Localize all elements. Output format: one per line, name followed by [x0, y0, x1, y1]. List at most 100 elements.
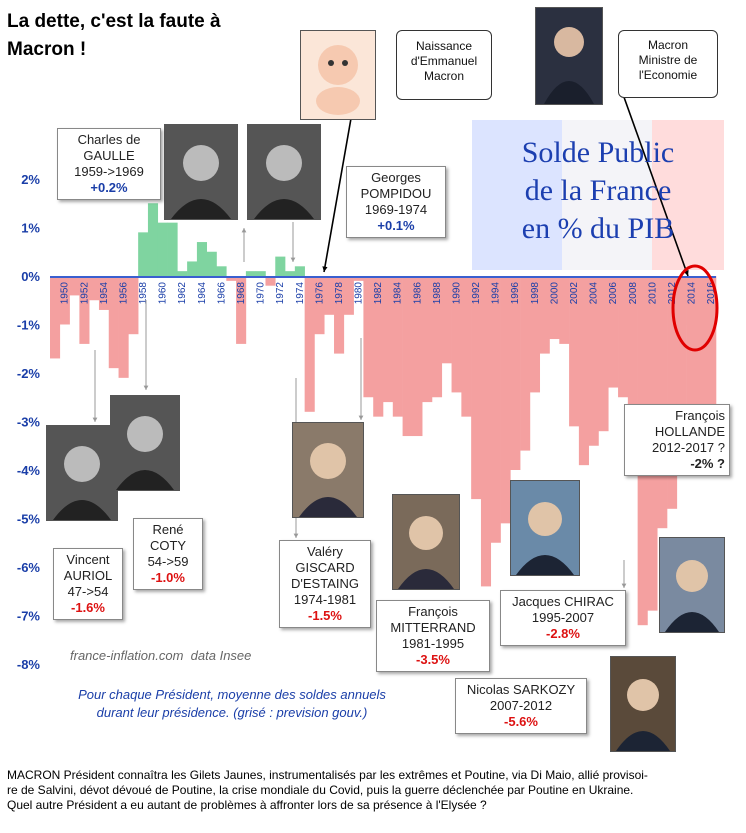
person-icon: [53, 446, 111, 520]
mitterrand-photo: [392, 494, 460, 590]
coty-photo: [110, 395, 180, 491]
source-label: france-inflation.com data Insee: [70, 648, 252, 663]
bar: [520, 276, 531, 451]
x-tick-label: 1994: [491, 282, 502, 305]
highlight-circle: [671, 264, 719, 352]
caption-line3: Quel autre Président a eu autant de prob…: [7, 798, 487, 812]
caption-line2: re de Salvini, dévot dévoué de Poutine, …: [7, 783, 634, 797]
bar: [59, 276, 70, 325]
bars-layer: [50, 203, 717, 626]
mitterrand-l2: MITTERRAND: [390, 620, 476, 635]
bar: [187, 261, 198, 276]
x-tick-label: 1970: [256, 282, 267, 305]
hollande-l1: François: [675, 408, 725, 423]
bar: [304, 276, 315, 412]
degaulle-l3: 1959->1969: [74, 164, 144, 179]
headline-line1: La dette, c'est la faute à: [7, 11, 221, 32]
bar: [461, 276, 472, 417]
pompidou-l3: 1969-1974: [364, 202, 428, 217]
callout-pointer-head: [358, 415, 364, 420]
callout-pointer-head: [290, 257, 296, 262]
caption-line1: MACRON Président connaîtra les Gilets Ja…: [7, 768, 648, 782]
person-icon: [254, 145, 314, 219]
pointer-arrow: [619, 85, 689, 277]
chart-note-line1: Pour chaque Président, moyenne des solde…: [78, 687, 386, 702]
bar: [275, 256, 286, 276]
x-tick-label: 1954: [99, 282, 110, 305]
giscard-l1: Valéry: [307, 544, 343, 559]
x-tick-label: 1984: [393, 282, 404, 305]
x-tick-label: 2002: [569, 282, 580, 305]
pompidou-l2: POMPIDOU: [360, 186, 432, 201]
x-tick-label: 2012: [667, 282, 678, 305]
bar: [138, 232, 149, 276]
callout-degaulle: Charles de GAULLE 1959->1969 +0.2%: [57, 128, 161, 200]
x-tick-label: 1952: [79, 282, 90, 305]
chirac-l2: 1995-2007: [531, 610, 595, 625]
y-tick-label: 1%: [21, 221, 40, 236]
x-tick-label: 2004: [589, 282, 600, 305]
giscard-l4: 1974-1981: [293, 592, 357, 607]
coty-l3: 54->59: [147, 554, 189, 569]
headline: La dette, c'est la faute à Macron !: [7, 8, 307, 64]
zero-line: [50, 276, 716, 278]
bar: [598, 276, 609, 432]
auriol-l2: AURIOL: [63, 568, 113, 583]
x-tick-label: 2010: [647, 282, 658, 305]
bar: [353, 276, 364, 281]
baby-icon: [316, 45, 360, 115]
bar: [89, 276, 100, 301]
y-tick-label: -5%: [17, 512, 41, 527]
person-icon: [398, 516, 454, 589]
birth-bubble-line3: Macron: [423, 69, 464, 83]
person-icon: [616, 679, 670, 751]
bar: [128, 276, 139, 335]
x-tick-label: 1996: [510, 282, 521, 305]
callout-chirac: Jacques CHIRAC 1995-2007 -2.8%: [500, 590, 626, 646]
x-tick-label: 1962: [177, 282, 188, 305]
coty-l1: René: [152, 522, 184, 537]
bar: [255, 271, 266, 276]
bar: [324, 276, 335, 315]
x-tick-label: 1990: [451, 282, 462, 305]
y-tick-label: -8%: [17, 657, 41, 672]
coty-avg: -1.0%: [151, 570, 185, 585]
pompidou-avg: +0.1%: [377, 218, 415, 233]
bar: [285, 271, 296, 276]
callout-pointer-head: [241, 228, 247, 233]
sarkozy-photo: [610, 656, 676, 752]
y-tick-label: 0%: [21, 269, 40, 284]
bar: [343, 276, 354, 315]
hollande-l2: HOLLANDE: [654, 424, 725, 439]
bar: [422, 276, 433, 403]
chirac-avg: -2.8%: [546, 626, 580, 641]
flag-title: Solde Public de la France en % du PIB: [476, 134, 720, 248]
x-tick-label: 2014: [687, 282, 698, 305]
y-tick-label: -4%: [17, 463, 41, 478]
bar: [402, 276, 413, 437]
bar: [314, 276, 325, 335]
bar: [392, 276, 403, 417]
x-tick-label: 1968: [236, 282, 247, 305]
x-tick-label: 1986: [412, 282, 423, 305]
chart-note-line2: durant leur présidence. (grisé : previsi…: [96, 705, 368, 720]
bar: [265, 276, 276, 286]
chirac-l1: Jacques CHIRAC: [512, 594, 614, 609]
x-tick-label: 1988: [432, 282, 443, 305]
x-tick-label: 1978: [334, 282, 345, 305]
y-tick-label: -2%: [17, 366, 41, 381]
auriol-photo: [46, 425, 118, 521]
callout-pointer-head: [621, 583, 627, 588]
minister-bubble: Macron Ministre de l'Economie: [618, 30, 718, 98]
x-tick-label: 2000: [549, 282, 560, 305]
bar: [216, 266, 227, 276]
x-tick-label: 1980: [354, 282, 365, 305]
person-icon: [299, 443, 357, 517]
x-tick-label: 1976: [314, 282, 325, 305]
bar: [608, 276, 619, 388]
person-icon: [544, 27, 594, 104]
bar: [657, 276, 668, 529]
sarkozy-avg: -5.6%: [504, 714, 538, 729]
